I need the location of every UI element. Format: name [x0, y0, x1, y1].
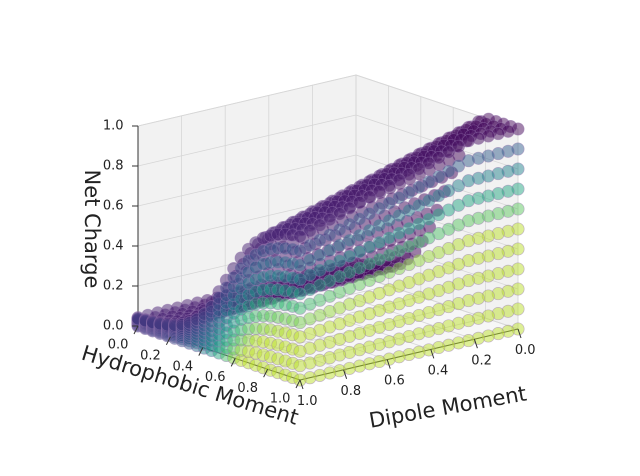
y-tick-label: 1.0 — [270, 392, 291, 407]
data-point — [342, 201, 357, 215]
y-tick-label: 0.2 — [140, 349, 161, 364]
data-point — [293, 287, 307, 301]
data-point — [293, 272, 307, 287]
z-tick-label: 1.0 — [103, 119, 124, 134]
y-tick-label: 0.8 — [237, 381, 258, 396]
data-point — [293, 344, 307, 358]
data-point — [293, 229, 307, 243]
x-tick-label: 0.0 — [515, 343, 536, 358]
data-point — [293, 244, 307, 258]
scatter-points — [131, 112, 525, 387]
z-tick-label: 0.4 — [103, 239, 124, 254]
z-tick-label: 0.6 — [103, 199, 124, 214]
data-point — [293, 316, 307, 330]
data-point — [392, 173, 406, 187]
data-point — [333, 207, 347, 221]
y-tick-label-mark — [165, 336, 171, 346]
z-tick-label: 0.8 — [103, 159, 124, 174]
x-tick-label: 1.0 — [297, 394, 318, 409]
y-tick-label-mark — [198, 347, 204, 356]
data-point — [461, 134, 476, 148]
data-point — [422, 156, 436, 170]
y-tick-label: 0.6 — [205, 370, 226, 385]
x-tick-label-mark — [517, 328, 522, 339]
data-point — [293, 258, 307, 272]
data-point — [313, 218, 327, 232]
x-tick-label-mark — [343, 369, 348, 379]
x-tick-label: 0.4 — [428, 364, 449, 379]
y-tick-label-mark — [230, 358, 236, 367]
z-tick-label: 0.2 — [103, 279, 124, 294]
data-point — [412, 162, 426, 176]
x-tick-label: 0.6 — [384, 374, 405, 389]
data-point — [323, 212, 337, 227]
grid-line — [137, 74, 357, 127]
data-point — [303, 224, 317, 238]
data-point — [362, 190, 376, 204]
z-axis-label: Net Charge — [80, 170, 104, 289]
data-point — [293, 330, 307, 344]
x-tick-label-mark — [473, 339, 478, 349]
data-point — [352, 196, 367, 210]
grid-line — [137, 154, 357, 207]
x-axis-label: Dipole Moment — [367, 381, 528, 432]
x-tick-label-mark — [386, 359, 391, 369]
x-tick-label: 0.8 — [340, 384, 361, 399]
x-tick-label-mark — [430, 349, 435, 359]
data-point — [293, 301, 307, 315]
x-tick-label-mark — [299, 379, 304, 390]
data-point — [402, 167, 416, 182]
x-tick-label: 0.2 — [471, 353, 492, 368]
y-tick-label: 0.0 — [108, 338, 129, 353]
z-tick-label: 0.0 — [103, 319, 124, 334]
y-tick-label-mark — [295, 379, 301, 389]
grid-line — [137, 114, 357, 167]
y-tick-label: 0.4 — [173, 359, 194, 374]
data-point — [382, 179, 396, 193]
y-tick-label-mark — [263, 368, 269, 378]
data-point — [451, 139, 466, 153]
data-point — [372, 184, 386, 198]
y-tick-label-mark — [133, 325, 139, 335]
tick-labels: 0.0 0.2 0.4 0.6 0.8 1.0 0.0 0.2 0.4 0.6 0.8 1.0 0.0 0… — [103, 119, 536, 410]
data-point — [432, 151, 446, 165]
data-point — [293, 359, 307, 373]
data-point — [442, 145, 456, 159]
